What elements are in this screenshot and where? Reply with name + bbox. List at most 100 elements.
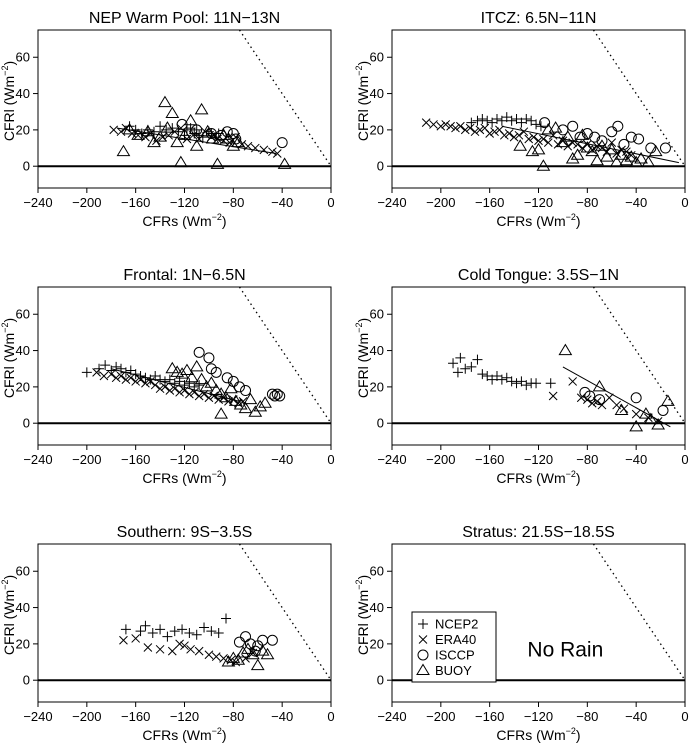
x-tick-label: −200 xyxy=(426,452,455,467)
point-buoy xyxy=(243,392,258,405)
point-era40 xyxy=(199,389,209,399)
legend-item-isccp: ISCCP xyxy=(417,648,475,663)
point-era40 xyxy=(143,643,153,652)
point-era40 xyxy=(119,635,128,645)
point-isccp xyxy=(203,352,215,364)
x-tick-label: 0 xyxy=(327,452,334,467)
point-era40 xyxy=(175,639,184,649)
x-tick-label: −200 xyxy=(426,709,455,724)
point-buoy xyxy=(200,124,215,137)
x-tick-label: −160 xyxy=(121,195,150,210)
point-era40 xyxy=(170,384,180,394)
point-isccp xyxy=(594,394,606,406)
point-buoy xyxy=(175,367,189,379)
point-buoy xyxy=(513,139,528,151)
point-buoy xyxy=(221,655,236,667)
point-buoy xyxy=(177,128,192,140)
x-axis-label: CFRs (Wm−2) xyxy=(142,212,226,229)
point-era40 xyxy=(514,130,524,140)
point-ncep2 xyxy=(511,378,522,389)
x-tick-label: −120 xyxy=(170,195,199,210)
x-tick-label: −120 xyxy=(170,452,199,467)
one-to-one-line xyxy=(592,29,686,167)
point-ncep2 xyxy=(213,627,224,638)
point-ncep2 xyxy=(199,622,210,633)
point-isccp xyxy=(657,404,669,416)
point-era40 xyxy=(180,641,189,651)
point-buoy xyxy=(614,403,629,415)
point-era40 xyxy=(460,125,470,135)
point-era40 xyxy=(126,373,136,383)
point-era40 xyxy=(604,393,614,403)
point-isccp xyxy=(539,117,551,129)
panel-1: NEP Warm Pool: 11N−13N −240 −200 −160 −120 −8… xyxy=(0,10,335,229)
point-buoy xyxy=(199,379,214,392)
point-ncep2 xyxy=(477,369,488,380)
point-buoy xyxy=(205,131,220,144)
point-era40 xyxy=(136,375,145,384)
point-ncep2 xyxy=(159,376,170,387)
point-buoy xyxy=(204,376,219,388)
point-isccp xyxy=(269,390,281,402)
point-ncep2 xyxy=(531,119,542,130)
x-tick-label: −160 xyxy=(475,709,504,724)
panel-6: Stratus: 21.5S−18.5S −240 −200 −160 −120 −80 −… xyxy=(354,524,689,743)
y-tick-label: 20 xyxy=(16,122,30,137)
x-tick-label: 0 xyxy=(327,709,334,724)
panel-title: ITCZ: 6.5N−11N xyxy=(481,10,597,27)
point-era40 xyxy=(133,130,143,140)
point-isccp xyxy=(633,133,645,145)
no-rain-annotation: No Rain xyxy=(527,639,603,662)
point-buoy xyxy=(224,381,238,394)
point-buoy xyxy=(183,113,198,126)
x-tick-label: −40 xyxy=(271,195,293,210)
data-points xyxy=(448,343,675,432)
point-isccp xyxy=(233,636,245,648)
point-buoy xyxy=(580,141,595,153)
x-tick-label: −200 xyxy=(426,195,455,210)
point-isccp xyxy=(266,634,278,646)
point-ncep2 xyxy=(184,627,195,638)
x-tick-label: −40 xyxy=(271,452,293,467)
point-era40 xyxy=(259,145,269,155)
x-tick-label: −200 xyxy=(72,195,101,210)
point-ncep2 xyxy=(545,378,556,389)
point-era40 xyxy=(160,382,170,392)
point-ncep2 xyxy=(506,115,517,126)
point-buoy xyxy=(116,144,131,157)
point-ncep2 xyxy=(452,367,463,378)
point-ncep2 xyxy=(194,380,205,391)
point-era40 xyxy=(504,129,514,138)
point-buoy xyxy=(173,155,188,168)
point-buoy xyxy=(592,379,607,392)
point-buoy xyxy=(629,155,644,168)
point-era40 xyxy=(211,652,221,661)
x-tick-label: −120 xyxy=(524,452,553,467)
x-tick-label: 0 xyxy=(681,452,688,467)
point-era40 xyxy=(189,387,199,397)
point-ncep2 xyxy=(179,380,190,391)
point-buoy xyxy=(575,128,590,140)
y-tick-label: 0 xyxy=(377,416,384,431)
x-tick-label: −160 xyxy=(121,709,150,724)
point-era40 xyxy=(534,136,543,146)
point-ncep2 xyxy=(496,374,507,385)
point-era40 xyxy=(219,654,228,663)
x-tick-label: −40 xyxy=(271,709,293,724)
point-ncep2 xyxy=(191,629,202,640)
point-buoy xyxy=(219,390,233,403)
point-isccp xyxy=(584,390,596,402)
x-tick-label: −120 xyxy=(170,709,199,724)
panel-4: Cold Tongue: 3.5S−1N −240 −200 −160 −120 −80 −… xyxy=(354,267,689,486)
point-era40 xyxy=(268,147,277,157)
point-isccp xyxy=(612,120,624,132)
data-points xyxy=(119,613,278,671)
y-tick-label: 0 xyxy=(377,159,384,174)
y-tick-label: 40 xyxy=(16,343,30,358)
point-ncep2 xyxy=(472,354,483,365)
point-era40 xyxy=(111,373,121,383)
point-buoy xyxy=(624,150,639,162)
point-era40 xyxy=(272,149,282,158)
x-tick-label: 0 xyxy=(681,195,688,210)
point-era40 xyxy=(456,121,465,131)
